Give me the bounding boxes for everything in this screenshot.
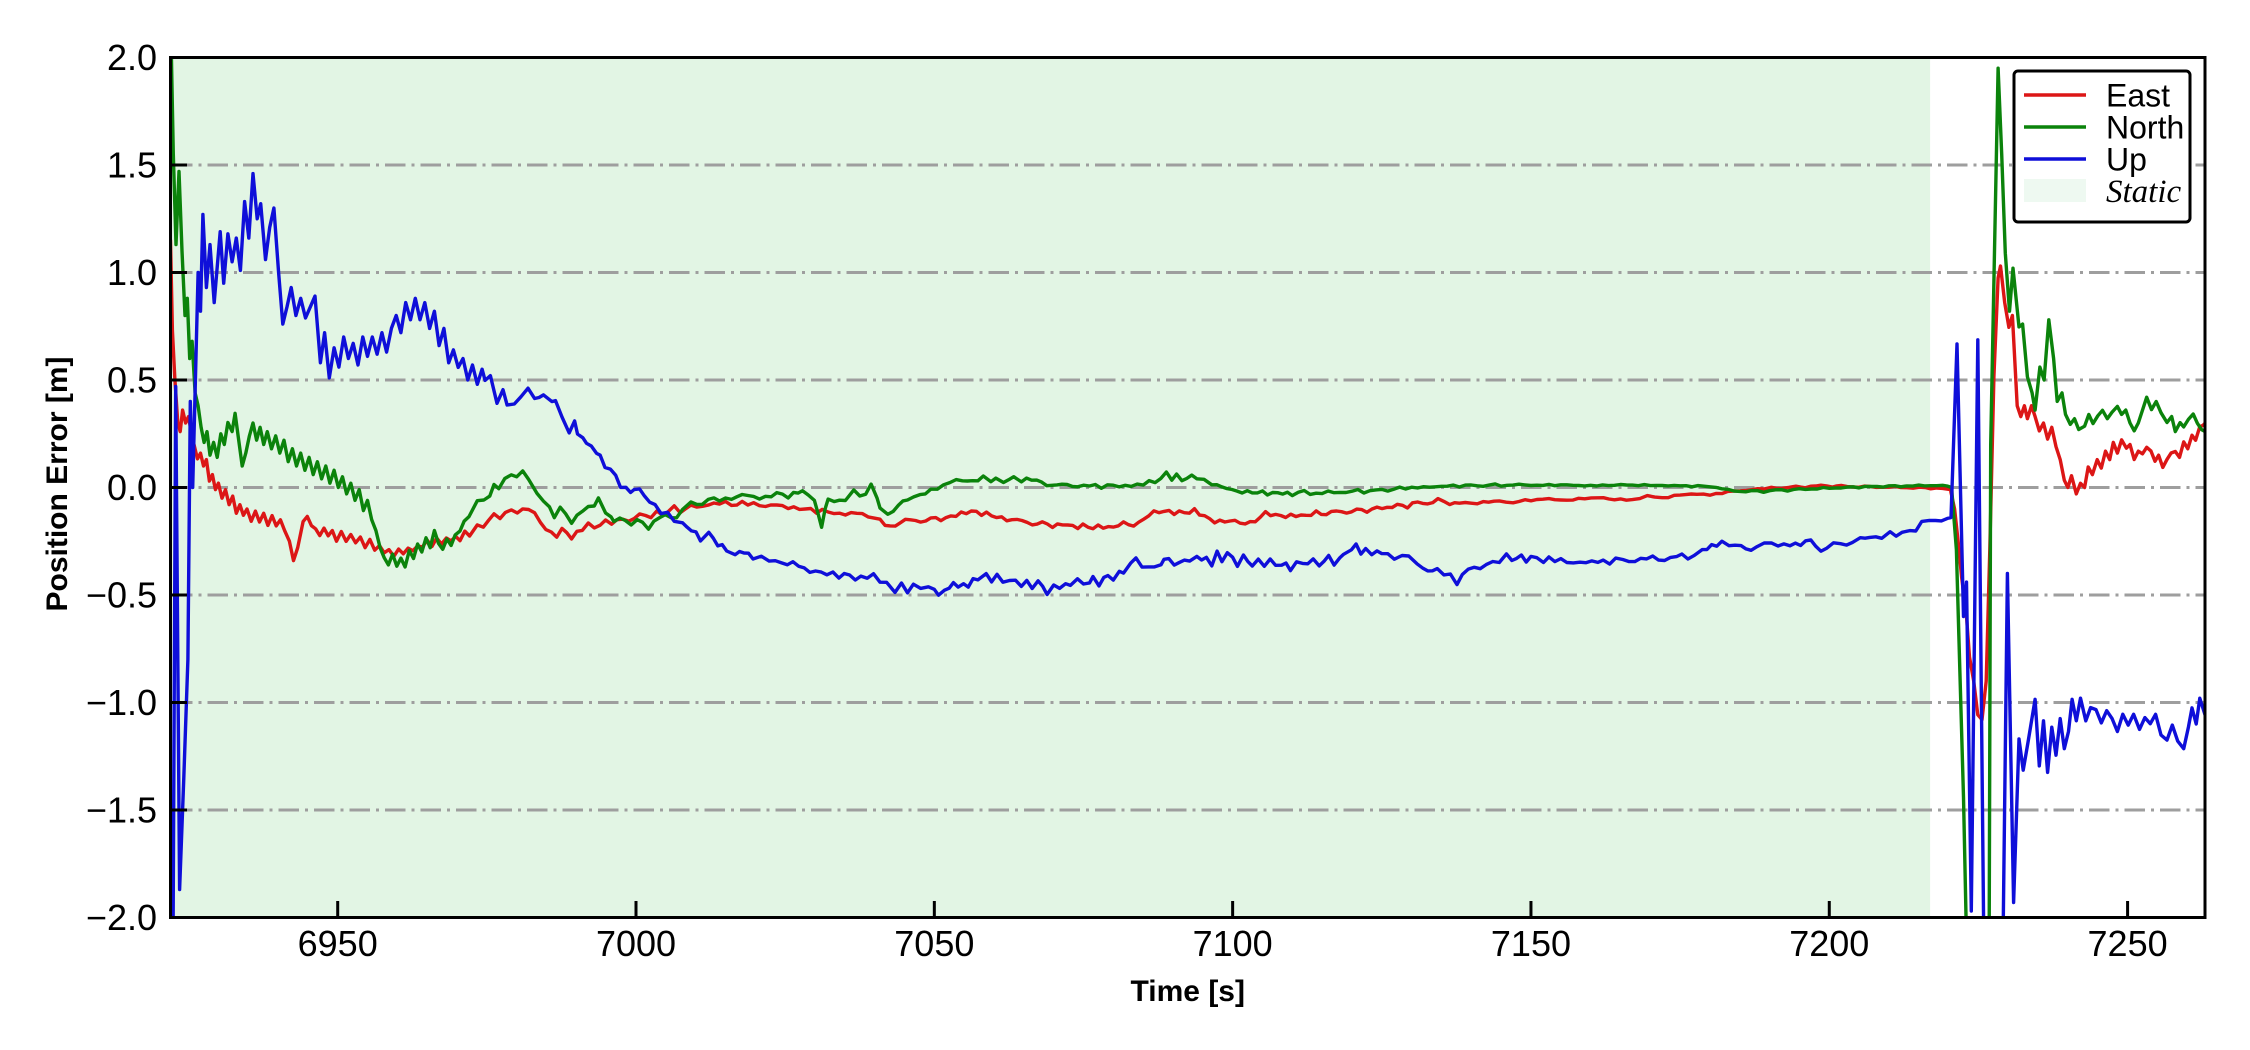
- svg-text:7050: 7050: [894, 923, 974, 964]
- svg-text:−0.5: −0.5: [86, 575, 157, 616]
- svg-text:1.5: 1.5: [107, 145, 157, 186]
- svg-text:Time [s]: Time [s]: [1131, 975, 1245, 1008]
- svg-text:Static: Static: [2106, 174, 2182, 210]
- svg-text:Position Error [m]: Position Error [m]: [41, 356, 74, 611]
- svg-text:0.5: 0.5: [107, 360, 157, 401]
- svg-text:0.0: 0.0: [107, 467, 157, 508]
- svg-text:6950: 6950: [298, 923, 378, 964]
- svg-text:7100: 7100: [1193, 923, 1273, 964]
- svg-text:2.0: 2.0: [107, 37, 157, 78]
- svg-text:−1.0: −1.0: [86, 682, 157, 723]
- svg-text:7250: 7250: [2088, 923, 2168, 964]
- svg-text:7200: 7200: [1789, 923, 1869, 964]
- svg-text:−1.5: −1.5: [86, 790, 157, 831]
- svg-text:7150: 7150: [1491, 923, 1571, 964]
- svg-text:−2.0: −2.0: [86, 897, 157, 938]
- svg-text:North: North: [2106, 110, 2184, 146]
- svg-text:7000: 7000: [596, 923, 676, 964]
- svg-text:1.0: 1.0: [107, 252, 157, 293]
- svg-text:East: East: [2106, 78, 2170, 114]
- svg-text:Up: Up: [2106, 142, 2147, 178]
